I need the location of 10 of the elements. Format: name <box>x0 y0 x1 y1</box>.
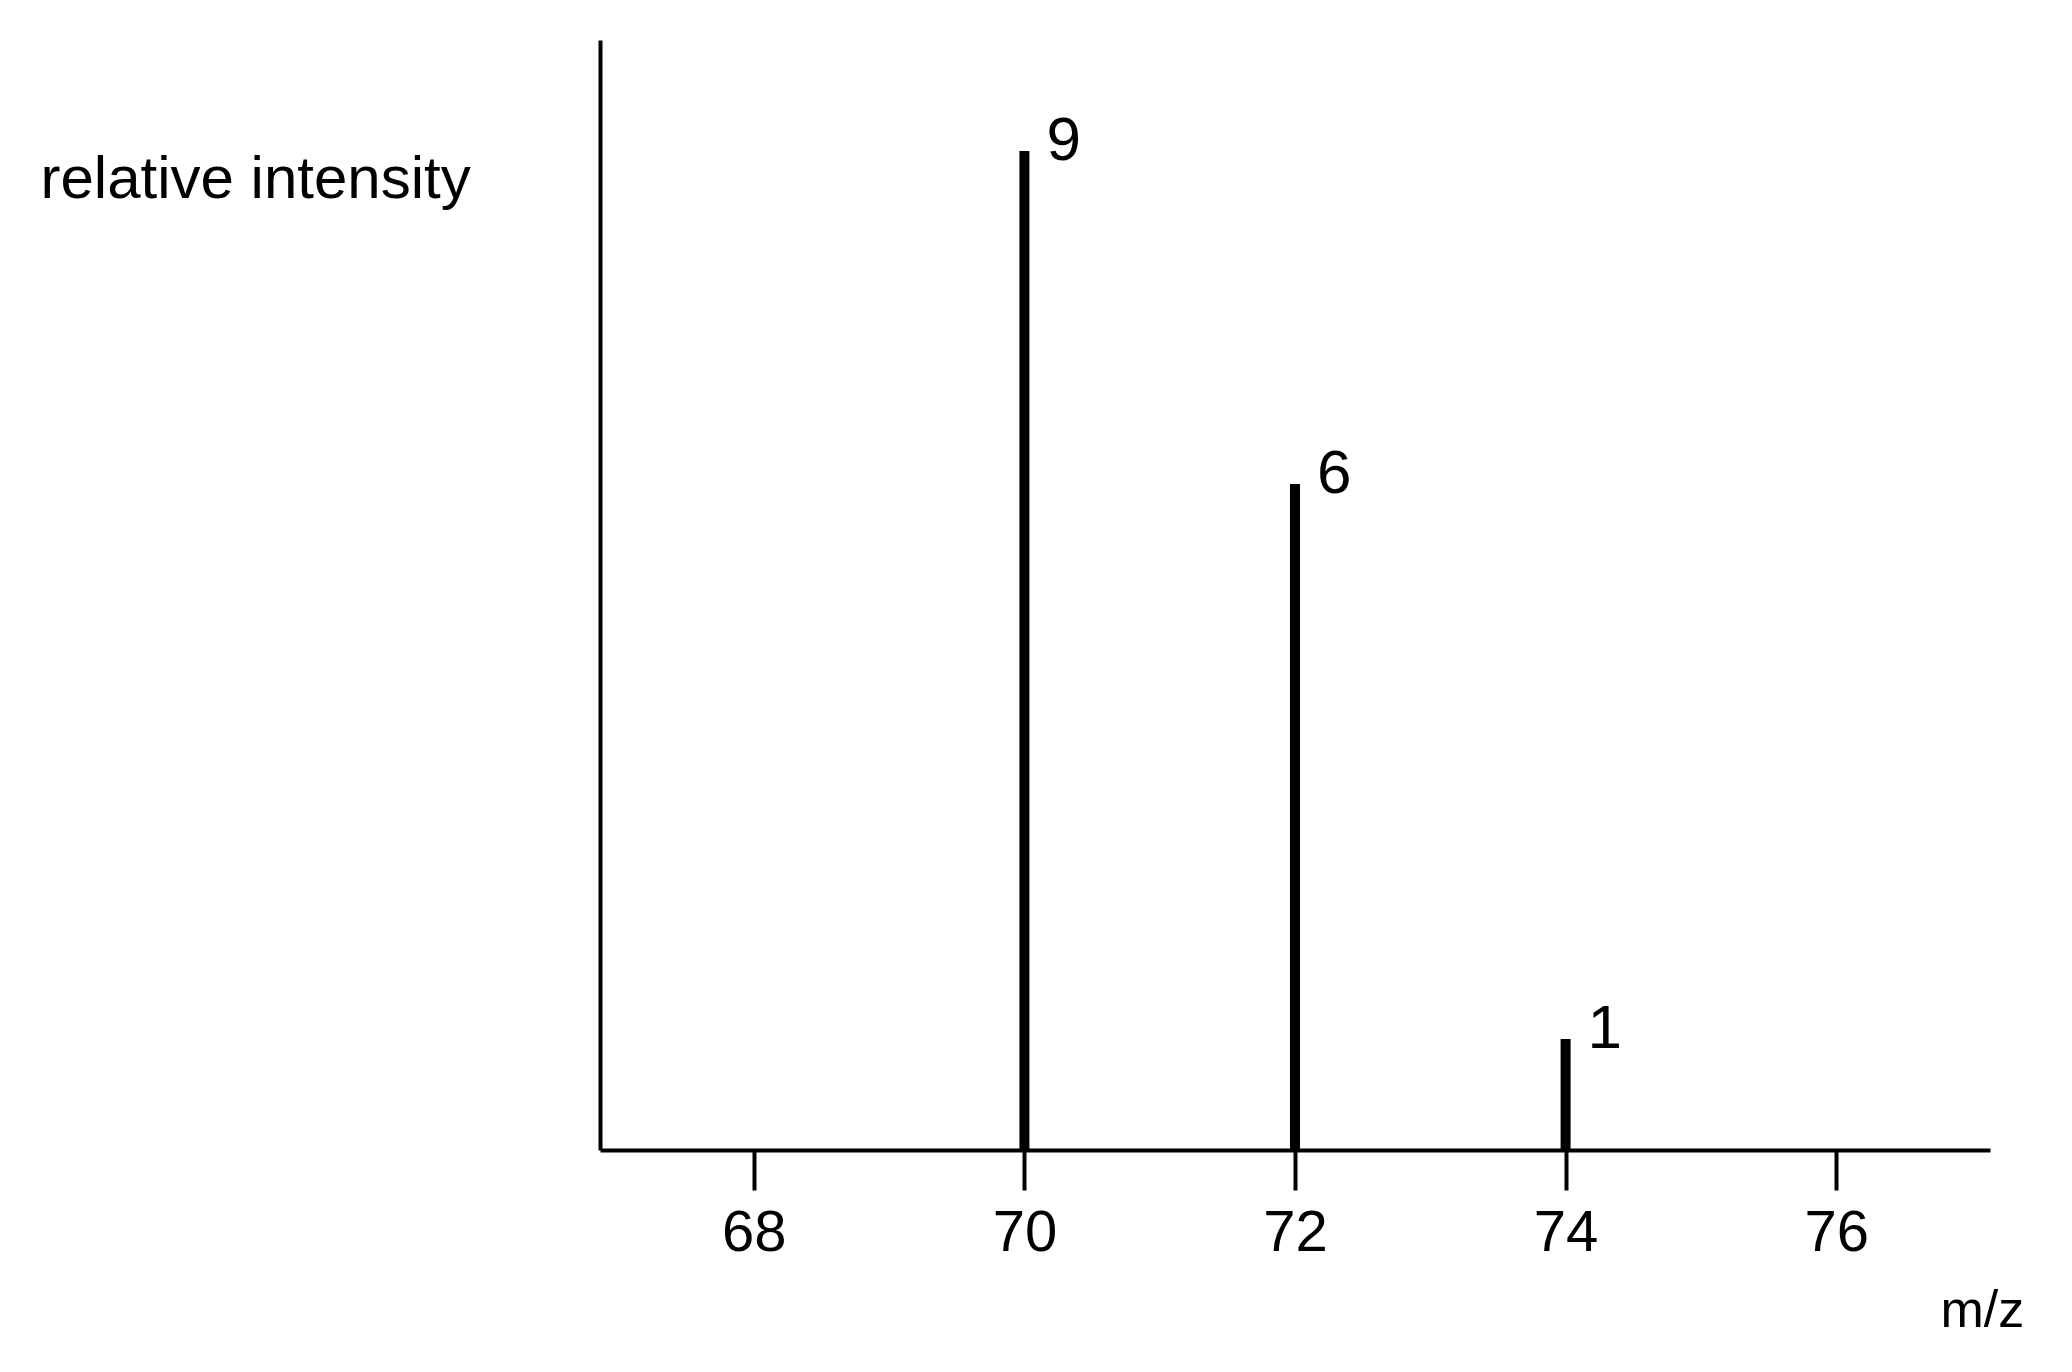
data-label: 1 <box>1587 992 1623 1061</box>
data-label: 9 <box>1046 104 1081 173</box>
y-axis-title: relative intensity <box>40 143 471 211</box>
x-tick-label: 76 <box>1804 1197 1869 1263</box>
x-tick-label: 72 <box>1263 1197 1328 1263</box>
x-tick-label: 70 <box>992 1197 1058 1263</box>
x-axis-title: m/z <box>1940 1279 2025 1338</box>
x-tick-label: 74 <box>1533 1197 1599 1263</box>
data-label: 6 <box>1317 437 1352 506</box>
x-tick-label: 68 <box>722 1197 787 1263</box>
